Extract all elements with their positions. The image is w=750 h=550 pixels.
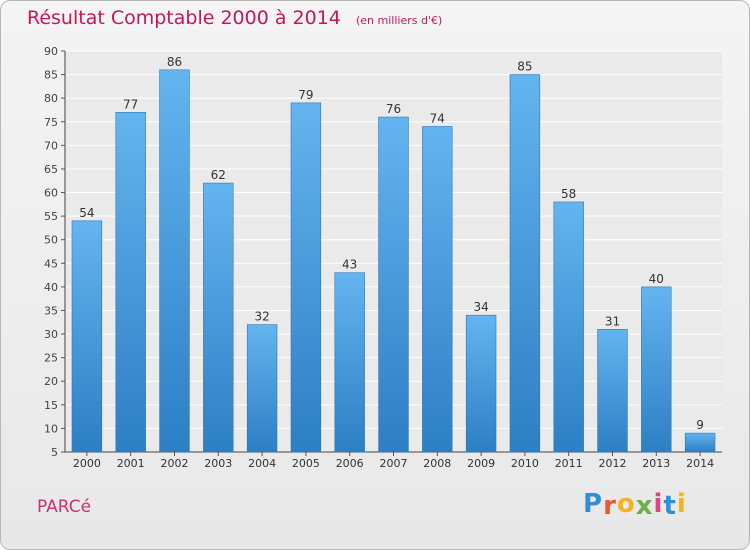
bar: [159, 69, 190, 453]
bar-value-label: 31: [605, 314, 620, 328]
y-tick-label: 5: [51, 446, 58, 459]
chart-subtitle: (en milliers d'€): [355, 14, 443, 27]
bar-value-label: 32: [254, 310, 269, 324]
x-tick-label: 2004: [248, 457, 276, 470]
commune-name: PARCé: [37, 497, 92, 517]
bar: [71, 220, 103, 453]
logo-letter: r: [603, 491, 617, 521]
bar: [465, 314, 497, 453]
x-tick-label: 2006: [336, 457, 364, 470]
x-tick-label: 2007: [380, 457, 408, 470]
y-tick-label: 30: [44, 328, 58, 341]
bar-value-label: 54: [79, 206, 94, 220]
bar: [684, 432, 716, 453]
x-tick-label: 2014: [686, 457, 714, 470]
logo-letter: o: [616, 489, 636, 519]
y-tick-label: 60: [44, 187, 58, 200]
chart-title: Résultat Comptable 2000 à 2014: [27, 7, 341, 29]
bar: [597, 329, 628, 453]
x-tick-label: 2002: [161, 457, 189, 470]
y-tick-label: 80: [44, 92, 58, 105]
x-tick-label: 2005: [292, 457, 320, 470]
y-tick-label: 20: [44, 375, 58, 388]
bar-value-label: 85: [517, 60, 532, 74]
y-tick-label: 35: [44, 304, 58, 317]
y-tick-label: 25: [44, 352, 58, 365]
bar: [334, 272, 365, 453]
bar-value-label: 9: [696, 418, 704, 432]
bar-value-label: 77: [123, 97, 138, 111]
bar-value-label: 86: [167, 55, 182, 69]
bar-value-label: 34: [473, 300, 488, 314]
bar-value-label: 76: [386, 102, 401, 116]
x-tick-label: 2001: [117, 457, 145, 470]
bar-value-label: 79: [298, 88, 313, 102]
bar: [378, 116, 409, 453]
chart-title-block: Résultat Comptable 2000 à 2014 (en milli…: [27, 7, 442, 29]
x-tick-label: 2008: [423, 457, 451, 470]
bar-value-label: 74: [430, 111, 445, 125]
bar-value-label: 58: [561, 187, 576, 201]
bar: [422, 126, 453, 453]
bar: [553, 201, 584, 453]
x-tick-label: 2000: [73, 457, 101, 470]
y-tick-label: 70: [44, 139, 58, 152]
x-tick-label: 2010: [511, 457, 539, 470]
bar-value-label: 62: [211, 168, 226, 182]
y-tick-label: 75: [44, 116, 58, 129]
logo-letter: x: [635, 491, 654, 521]
logo-letter: P: [583, 489, 604, 519]
y-tick-label: 10: [44, 422, 58, 435]
bar: [203, 182, 234, 453]
y-tick-label: 50: [44, 234, 58, 247]
x-tick-label: 2011: [555, 457, 583, 470]
y-tick-label: 55: [44, 210, 58, 223]
bar-value-label: 40: [649, 272, 664, 286]
bar: [509, 74, 541, 453]
x-tick-label: 2003: [204, 457, 232, 470]
y-tick-label: 45: [44, 257, 58, 270]
x-tick-label: 2009: [467, 457, 495, 470]
x-tick-label: 2012: [599, 457, 627, 470]
proxiti-logo: Proxiti: [583, 489, 687, 521]
y-tick-label: 90: [44, 45, 58, 58]
x-tick-label: 2013: [642, 457, 670, 470]
bar-value-label: 43: [342, 258, 357, 272]
logo-letter: t: [663, 491, 677, 521]
y-tick-label: 85: [44, 69, 58, 82]
logo-letter: i: [676, 489, 687, 519]
bar: [115, 112, 146, 453]
bar: [290, 102, 322, 453]
logo-letter: i: [653, 489, 664, 519]
bar: [246, 324, 278, 453]
y-tick-label: 40: [44, 281, 58, 294]
bar: [641, 286, 672, 453]
y-tick-label: 15: [44, 399, 58, 412]
y-tick-label: 65: [44, 163, 58, 176]
